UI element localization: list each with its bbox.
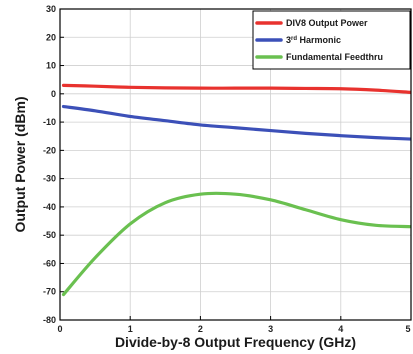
x-tick-label: 2: [198, 324, 203, 334]
x-axis-title: Divide-by-8 Output Frequency (GHz): [115, 334, 356, 350]
y-tick-label: -50: [43, 230, 56, 240]
x-tick-label: 1: [128, 324, 133, 334]
y-tick-label: -10: [43, 117, 56, 127]
y-tick-label: -60: [43, 258, 56, 268]
x-tick-label: 5: [405, 324, 410, 334]
plot-frame: [59, 8, 412, 321]
y-tick-label: -70: [43, 287, 56, 297]
legend-label-fundamental-feedthru: Fundamental Feedthru: [286, 52, 383, 62]
series-line-div8-output-power: [61, 83, 411, 94]
legend: DIV8 Output Power 3rd Harmonic Fundamental…: [252, 10, 411, 70]
y-tick-label: 30: [46, 4, 56, 14]
series-line-3rd-harmonic: [61, 104, 411, 141]
x-tick-label: 4: [338, 324, 343, 334]
x-tick-label: 0: [57, 324, 62, 334]
y-tick-label: -20: [43, 145, 56, 155]
y-tick-label: -80: [43, 315, 56, 325]
series-line-fundamental-feedthru: [61, 191, 411, 297]
y-tick-label: -30: [43, 174, 56, 184]
y-tick-label: 20: [46, 32, 56, 42]
x-tick-label: 3: [268, 324, 273, 334]
y-tick-label: 10: [46, 61, 56, 71]
y-tick-label: 0: [51, 89, 56, 99]
y-tick-label: -40: [43, 202, 56, 212]
legend-label-3rd-harmonic: 3rd Harmonic: [286, 35, 341, 45]
legend-label-div8-output-power: DIV8 Output Power: [286, 18, 368, 28]
y-axis-title: Output Power (dBm): [12, 96, 28, 232]
